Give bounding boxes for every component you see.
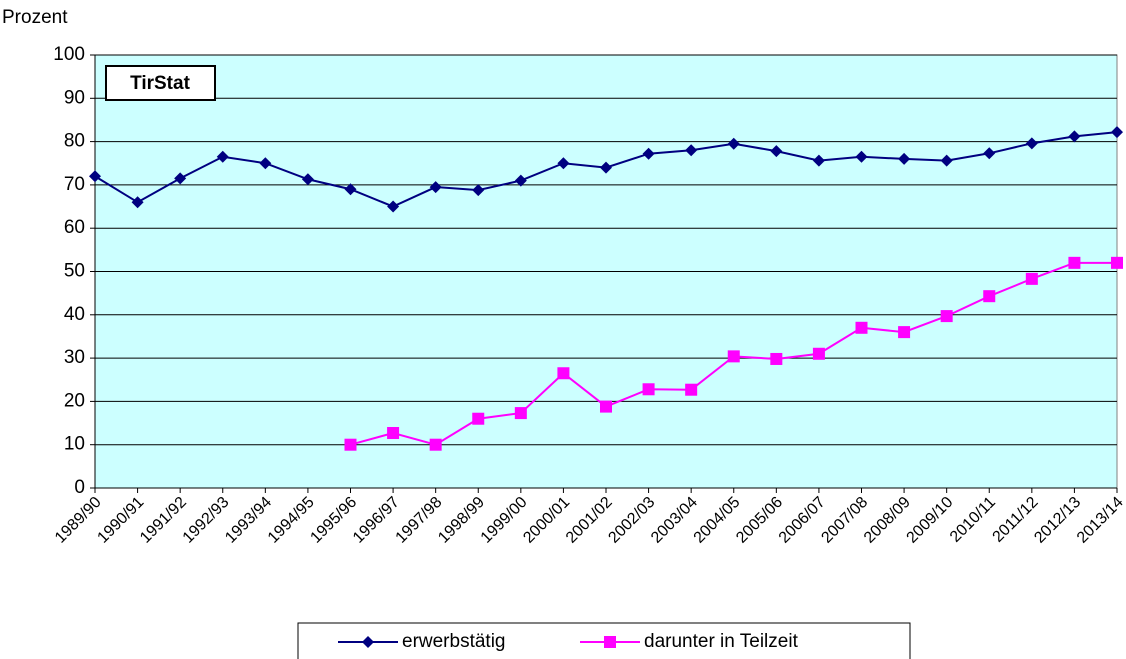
data-point [600,400,612,413]
data-point [344,183,357,196]
x-tick-label: 2009/10 [904,494,957,547]
x-tick-label: 2003/04 [648,494,701,547]
data-point [983,147,996,160]
data-point [1025,137,1038,150]
data-point [557,157,570,170]
x-tick-label: 2004/05 [691,494,744,547]
annotation: TirStat [130,73,191,94]
data-point [898,152,911,165]
data-point [1068,130,1081,143]
data-point [89,170,101,183]
x-tick-label: 1994/95 [265,494,318,547]
data-point [216,150,229,163]
data-point [855,321,868,334]
data-point [812,154,825,167]
data-point [727,137,740,150]
y-tick-label: 0 [74,477,85,498]
x-tick-label: 1995/96 [307,494,360,547]
y-tick-label: 50 [64,261,85,282]
y-tick-label: 40 [64,304,85,325]
data-point [940,310,953,323]
data-point [472,412,485,425]
annotation-box [105,65,216,101]
x-tick-label: 2007/08 [818,494,871,547]
x-tick-label: 2000/01 [520,494,573,547]
x-tick-label: 2008/09 [861,494,914,547]
x-tick-label: 1990/91 [94,494,147,547]
data-point [770,352,783,365]
x-tick-label: 2010/11 [947,494,999,546]
y-tick-label: 30 [64,347,85,368]
data-point [429,438,442,451]
y-axis-label: Prozent [2,7,68,28]
data-point [812,347,825,360]
x-tick-label: 2013/14 [1074,494,1126,547]
data-point [344,438,357,451]
y-tick-label: 100 [53,44,85,65]
data-point [259,157,272,170]
legend-label: darunter in Teilzeit [644,631,799,652]
legend-marker [362,636,374,648]
x-tick-label: 2012/13 [1031,494,1084,547]
x-tick-label: 2002/03 [605,494,658,547]
data-point [387,427,400,440]
data-point [1111,256,1123,269]
data-point [174,172,187,185]
x-tick-label: 1998/99 [435,494,488,547]
data-point [514,174,527,187]
data-point [600,161,612,174]
data-point [514,407,527,420]
data-point [898,326,911,339]
data-point [429,181,442,194]
y-tick-label: 80 [64,131,85,152]
legend-label: erwerbstätig [402,631,506,652]
data-point [1025,272,1038,285]
y-tick-label: 20 [64,390,85,411]
y-tick-label: 60 [64,217,85,238]
y-tick-label: 70 [64,174,85,195]
data-point [131,196,144,209]
data-point [1111,126,1123,139]
data-point [301,173,314,186]
data-point [727,350,740,363]
x-tick-label: 1991/92 [137,494,190,547]
x-tick-label: 2001/02 [563,494,616,547]
data-point [472,184,485,197]
x-tick-label: 2006/07 [776,494,829,547]
x-tick-label: 2005/06 [733,494,786,547]
y-tick-label: 90 [64,87,85,108]
legend-marker [604,636,616,648]
data-point [642,147,655,160]
x-tick-label: 1997/98 [393,494,446,547]
data-point [642,383,655,396]
y-tick-label: 10 [64,434,85,455]
data-point [983,290,996,303]
data-point [940,154,953,167]
x-tick-label: 1993/94 [222,494,275,547]
data-point [387,200,400,213]
data-point [770,145,783,158]
data-point [685,383,698,396]
x-tick-label: 1996/97 [350,494,403,547]
data-point [855,150,868,163]
x-tick-label: 1989/90 [52,494,105,547]
x-tick-label: 1999/00 [478,494,531,547]
x-tick-label: 1992/93 [180,494,233,547]
data-point [685,144,698,157]
data-point [557,367,570,380]
data-point [1068,256,1081,269]
